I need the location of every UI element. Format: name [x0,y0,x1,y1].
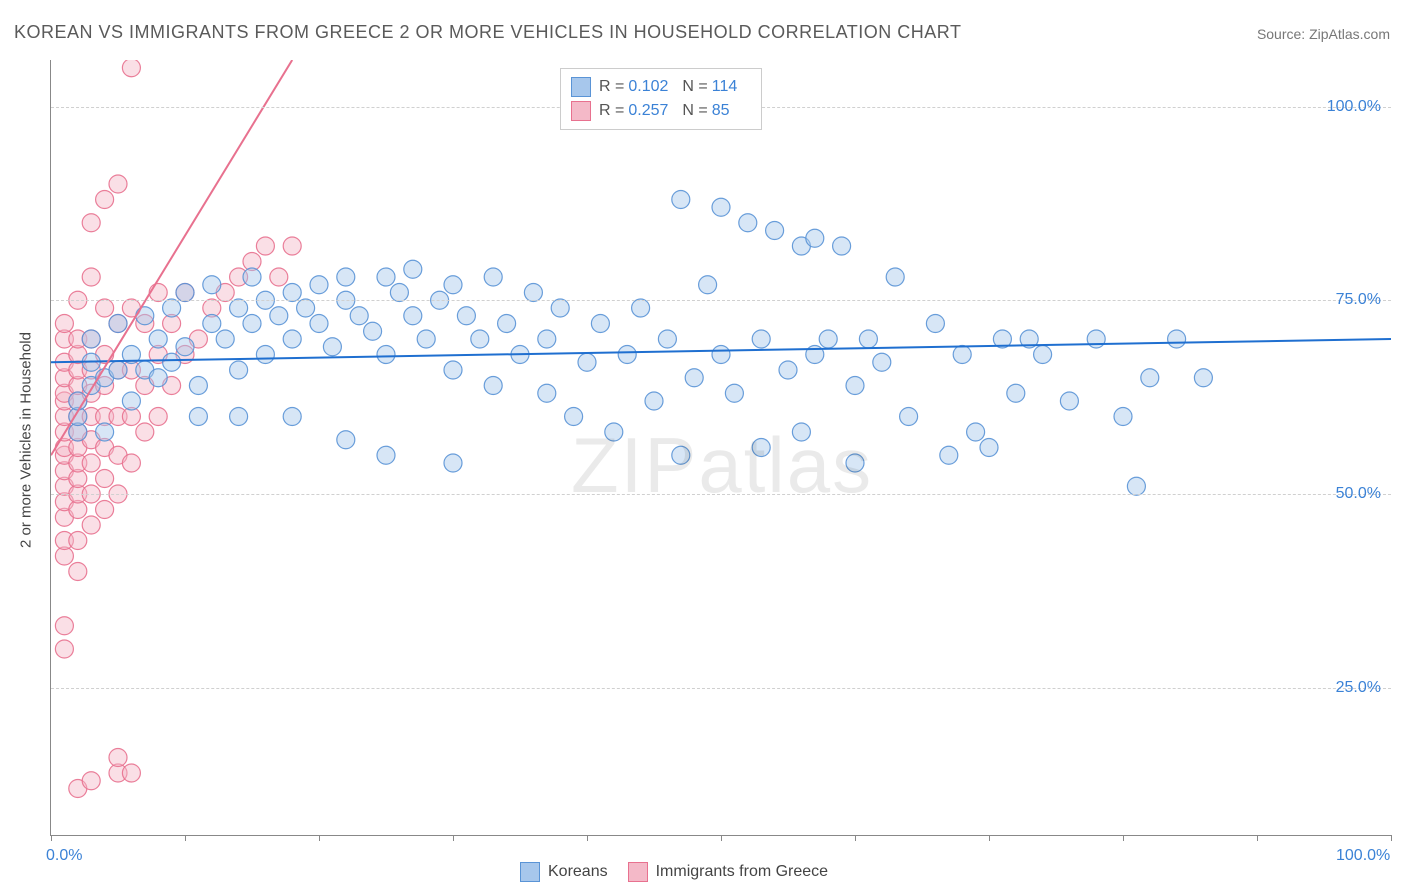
source-label: Source: ZipAtlas.com [1257,26,1390,42]
n-value-0: 114 [712,78,738,95]
legend-item-1: Immigrants from Greece [628,862,828,882]
legend-bottom-swatch-1 [628,862,648,882]
y-axis-label: 2 or more Vehicles in Household [18,332,35,548]
r-value-1: 0.257 [628,102,668,119]
xtick [1123,835,1124,841]
n-value-1: 85 [712,102,730,119]
chart-title: KOREAN VS IMMIGRANTS FROM GREECE 2 OR MO… [14,22,961,43]
ytick-label: 50.0% [1336,485,1381,503]
legend-item-0: Koreans [520,862,608,882]
legend-stats-row-1: R =0.257N =85 [571,99,751,123]
legend-series: Koreans Immigrants from Greece [520,862,828,882]
xtick-label: 100.0% [1336,847,1390,865]
xtick [587,835,588,841]
xtick [1257,835,1258,841]
legend-stats: R =0.102N =114 R =0.257N =85 [560,68,762,130]
legend-bottom-swatch-0 [520,862,540,882]
xtick-label: 0.0% [46,847,82,865]
xtick [721,835,722,841]
legend-swatch-1 [571,101,591,121]
legend-stats-row-0: R =0.102N =114 [571,75,751,99]
xtick [51,835,52,841]
gridline [51,300,1391,301]
legend-label-0: Koreans [548,863,608,881]
xtick [319,835,320,841]
legend-swatch-0 [571,77,591,97]
xtick [855,835,856,841]
chart-svg [51,60,1391,835]
plot-area: ZIPatlas 25.0%50.0%75.0%100.0% [50,60,1391,836]
xtick [989,835,990,841]
legend-label-1: Immigrants from Greece [656,863,828,881]
ytick-label: 25.0% [1336,679,1381,697]
ytick-label: 100.0% [1327,98,1381,116]
ytick-label: 75.0% [1336,291,1381,309]
r-value-0: 0.102 [628,78,668,95]
xtick [185,835,186,841]
gridline [51,688,1391,689]
xtick [1391,835,1392,841]
gridline [51,494,1391,495]
xtick [453,835,454,841]
